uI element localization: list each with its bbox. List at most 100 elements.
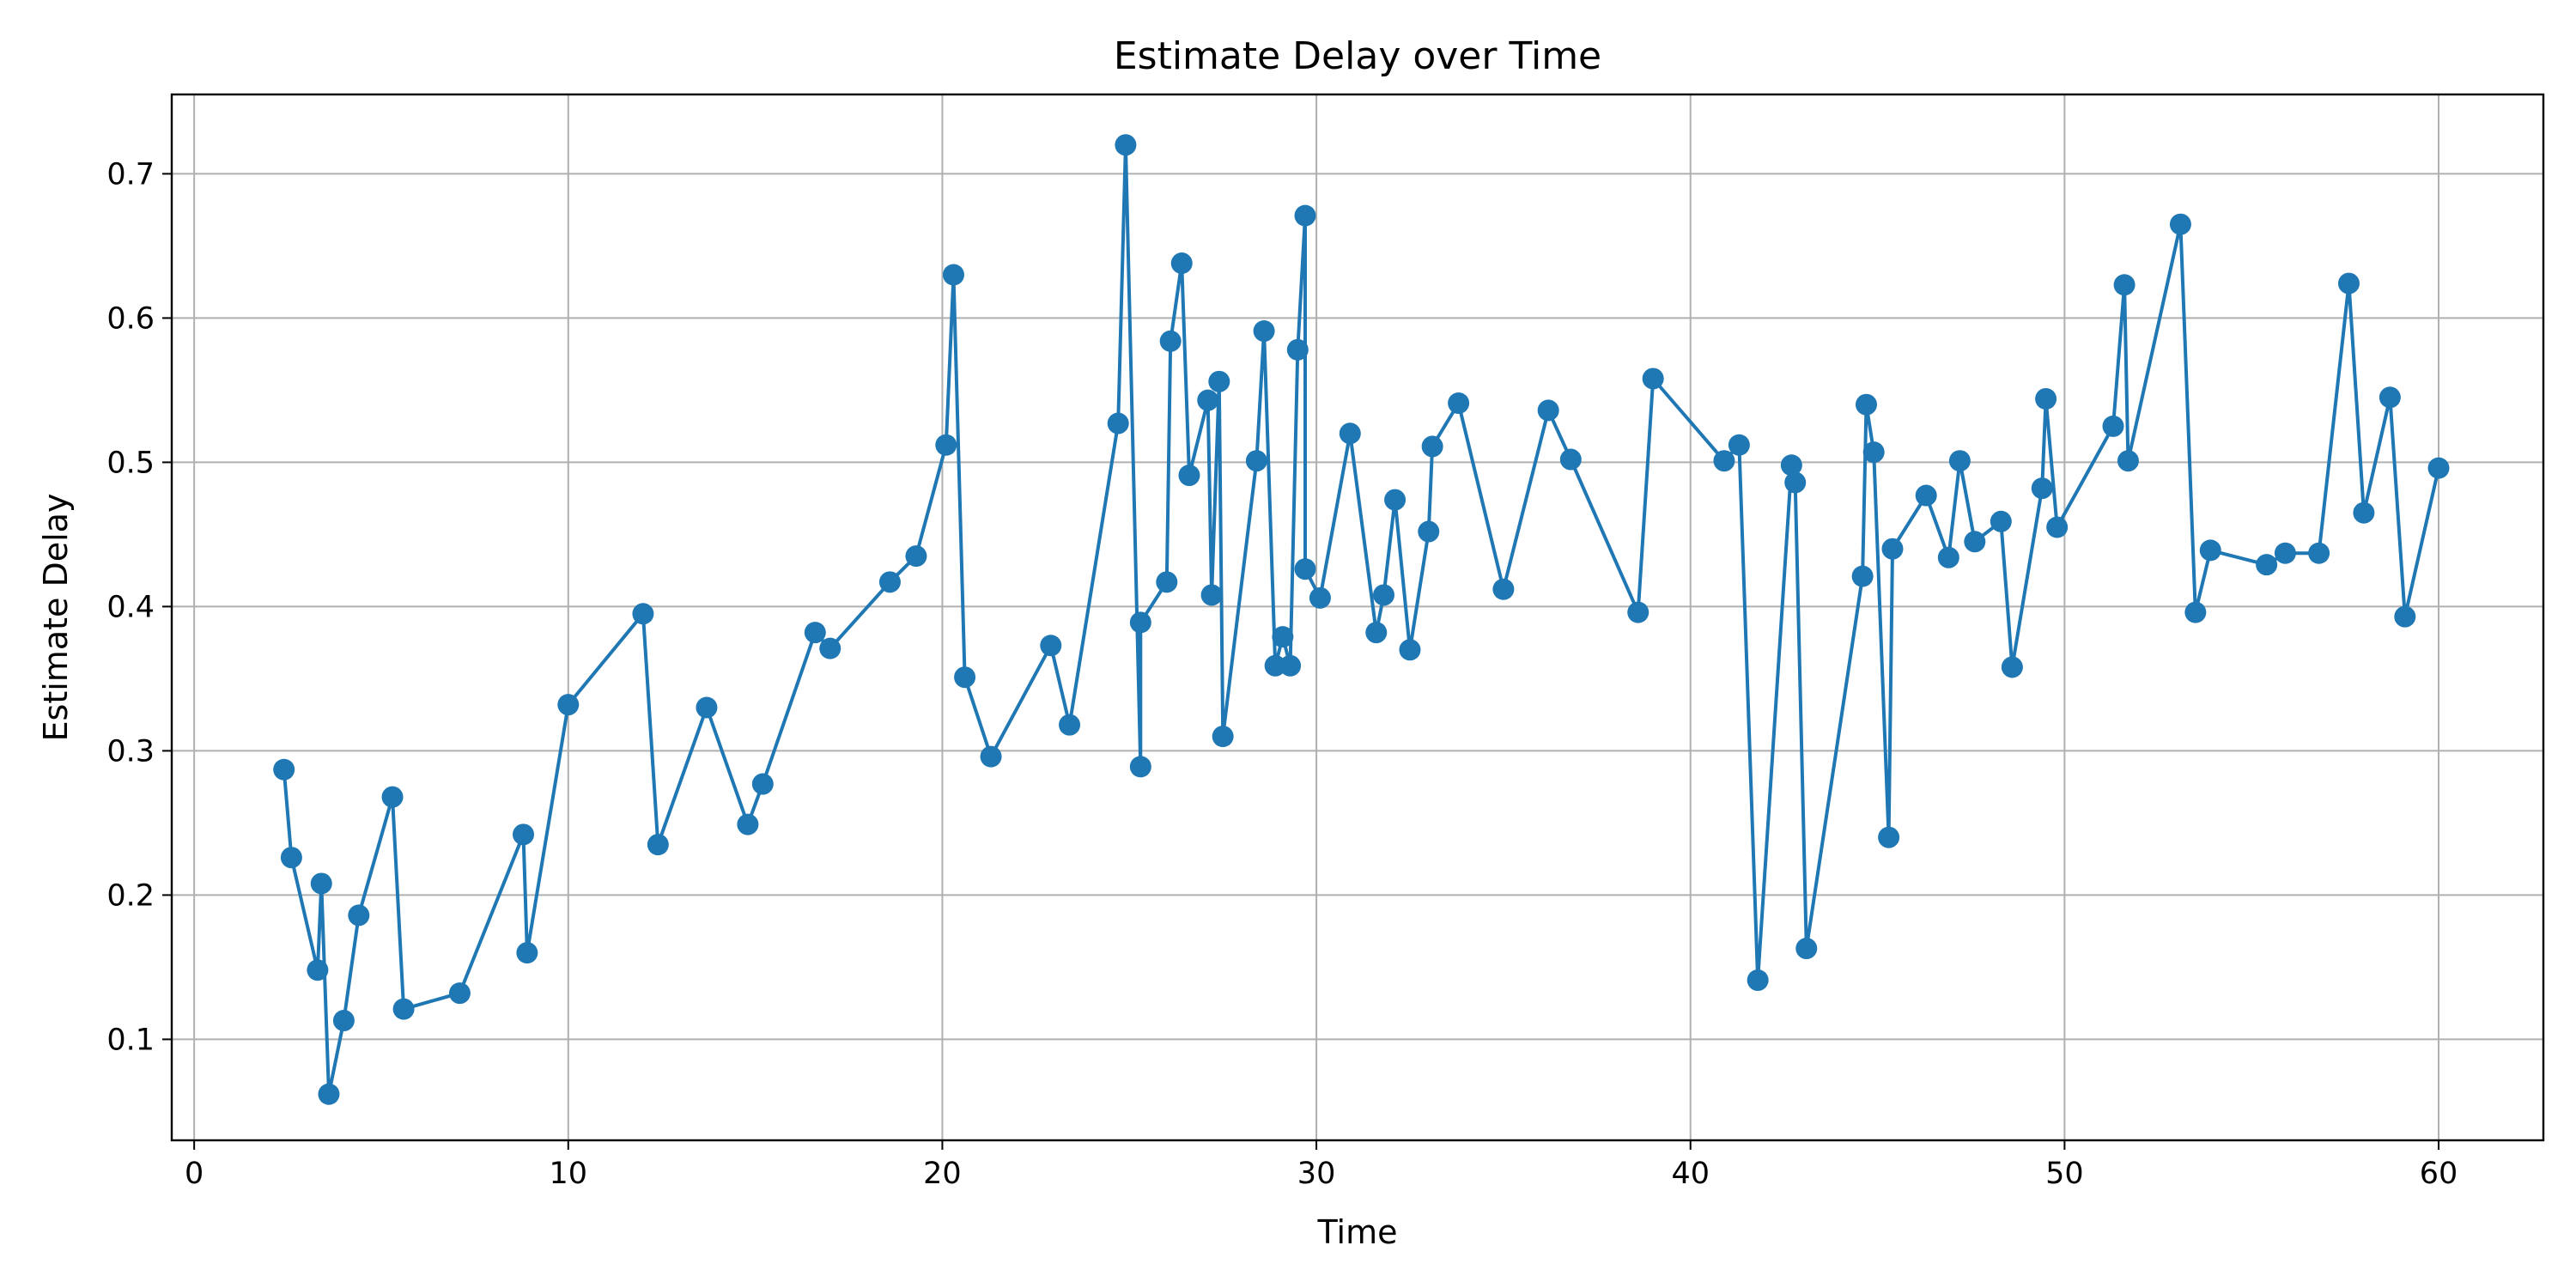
data-point bbox=[1728, 434, 1750, 456]
data-point bbox=[1059, 714, 1081, 736]
data-point bbox=[954, 666, 976, 689]
data-point bbox=[448, 982, 471, 1005]
data-point bbox=[1040, 635, 1062, 657]
data-point bbox=[2001, 656, 2023, 678]
data-point bbox=[905, 545, 927, 568]
data-point bbox=[1212, 726, 1234, 748]
data-point bbox=[1129, 756, 1151, 778]
x-tick-label: 50 bbox=[2045, 1157, 2084, 1191]
x-tick-label: 60 bbox=[2420, 1157, 2458, 1191]
data-point bbox=[1851, 565, 1874, 587]
data-point bbox=[1245, 450, 1267, 472]
data-point bbox=[1399, 639, 1421, 661]
y-tick-label: 0.4 bbox=[106, 590, 155, 624]
data-point bbox=[2427, 457, 2450, 479]
data-point bbox=[1159, 330, 1182, 352]
data-point bbox=[516, 942, 538, 964]
data-point bbox=[1309, 586, 1331, 609]
data-point bbox=[1294, 204, 1316, 227]
data-point bbox=[2046, 516, 2069, 538]
data-point bbox=[310, 872, 332, 895]
data-point bbox=[557, 694, 580, 716]
data-point bbox=[1713, 450, 1735, 472]
data-point bbox=[273, 758, 295, 781]
data-point bbox=[1286, 338, 1309, 361]
series-line bbox=[282, 143, 2440, 1097]
data-point bbox=[1418, 520, 1440, 543]
data-point bbox=[1537, 399, 1559, 422]
data-point bbox=[1915, 484, 1937, 507]
data-point bbox=[647, 834, 669, 856]
data-point bbox=[1129, 611, 1151, 634]
axis-ticks: 0 10 20 30 40 50 60 0.1 0.2 0.3 0.4 0.5 0.6 0.7 bbox=[106, 157, 2458, 1191]
data-point bbox=[1156, 571, 1178, 593]
data-point bbox=[2102, 415, 2124, 437]
data-point bbox=[1627, 601, 1649, 623]
data-point bbox=[2337, 272, 2360, 295]
x-tick-label: 30 bbox=[1297, 1157, 1336, 1191]
data-point bbox=[819, 637, 841, 659]
data-point bbox=[1448, 392, 1470, 415]
data-point bbox=[392, 998, 415, 1020]
data-point bbox=[696, 696, 718, 719]
data-point bbox=[943, 264, 965, 286]
data-point bbox=[1795, 938, 1818, 960]
data-point bbox=[1878, 826, 1900, 848]
data-point bbox=[2184, 601, 2207, 623]
data-point bbox=[2274, 542, 2296, 564]
series-layer bbox=[273, 134, 2450, 1105]
y-tick-label: 0.1 bbox=[106, 1023, 155, 1057]
y-tick-label: 0.2 bbox=[106, 878, 155, 913]
data-point bbox=[2035, 387, 2057, 410]
data-point bbox=[332, 1010, 355, 1032]
data-point bbox=[1948, 450, 1971, 472]
data-point bbox=[1339, 422, 1361, 445]
x-tick-label: 10 bbox=[550, 1157, 588, 1191]
data-point bbox=[1881, 538, 1904, 560]
x-axis-label: Time bbox=[1317, 1213, 1398, 1251]
data-point bbox=[1964, 531, 1986, 553]
data-point bbox=[1780, 454, 1802, 477]
data-point bbox=[2031, 477, 2053, 500]
data-point bbox=[1990, 510, 2012, 532]
data-point bbox=[1642, 368, 1664, 390]
data-point bbox=[878, 571, 901, 593]
data-point bbox=[980, 745, 1002, 768]
data-point bbox=[513, 823, 535, 846]
data-point bbox=[1384, 489, 1406, 511]
y-tick-label: 0.6 bbox=[106, 301, 155, 336]
data-point bbox=[1115, 134, 1137, 156]
data-point bbox=[2256, 554, 2278, 576]
data-point bbox=[1170, 252, 1193, 275]
data-point bbox=[1855, 393, 1877, 416]
data-point bbox=[2353, 501, 2375, 524]
data-point bbox=[1559, 448, 1582, 471]
data-point bbox=[804, 622, 826, 644]
data-point bbox=[935, 434, 957, 456]
data-point bbox=[318, 1083, 340, 1105]
plot-frame bbox=[170, 93, 2545, 1142]
data-point bbox=[2394, 605, 2416, 628]
data-point bbox=[1253, 320, 1275, 343]
y-axis-label: Estimate Delay bbox=[37, 494, 75, 742]
data-point bbox=[2199, 539, 2221, 562]
data-point bbox=[1272, 626, 1294, 648]
data-point bbox=[1208, 370, 1230, 392]
data-point bbox=[632, 603, 654, 625]
data-point bbox=[1372, 584, 1394, 606]
data-point bbox=[1421, 435, 1443, 458]
data-point bbox=[2308, 542, 2330, 564]
data-point bbox=[1862, 441, 1885, 464]
y-tick-label: 0.5 bbox=[106, 446, 155, 480]
x-tick-label: 20 bbox=[923, 1157, 962, 1191]
data-point bbox=[348, 904, 370, 927]
data-point bbox=[2169, 213, 2191, 235]
grid-lines bbox=[172, 94, 2543, 1140]
x-tick-label: 40 bbox=[1671, 1157, 1710, 1191]
data-point bbox=[737, 813, 759, 835]
data-point bbox=[1264, 654, 1286, 677]
data-point bbox=[280, 847, 302, 869]
data-point bbox=[1747, 969, 1769, 992]
chart-title: Estimate Delay over Time bbox=[1114, 34, 1601, 78]
